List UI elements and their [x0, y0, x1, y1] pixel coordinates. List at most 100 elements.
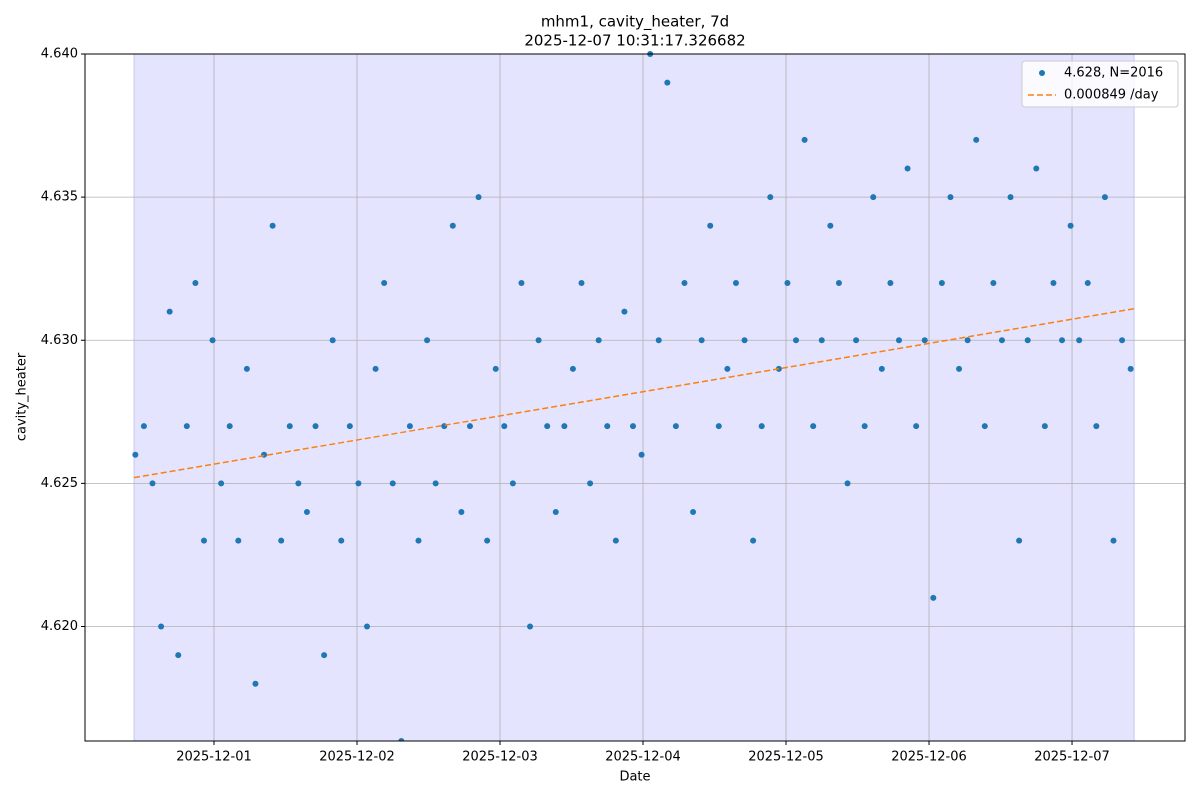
plot-area [132, 51, 1135, 741]
data-point [672, 423, 679, 430]
x-tick-label: 2025-12-04 [605, 750, 681, 765]
legend-label: 0.000849 /day [1064, 88, 1159, 103]
data-point [587, 480, 594, 487]
data-point [835, 280, 842, 286]
data-point [364, 623, 371, 630]
data-point [784, 280, 791, 286]
data-point [346, 423, 353, 430]
data-point [509, 480, 516, 487]
data-point [664, 79, 671, 86]
data-point [389, 480, 396, 487]
data-point [475, 194, 482, 201]
data-point [518, 280, 525, 286]
data-point [286, 423, 293, 430]
x-tick-label: 2025-12-01 [176, 750, 252, 765]
data-point [741, 337, 748, 344]
highlight-span [133, 53, 1135, 742]
x-tick-label: 2025-12-07 [1034, 750, 1110, 765]
data-point [175, 652, 182, 659]
data-point [724, 365, 731, 372]
data-point [415, 537, 422, 544]
data-point [818, 337, 825, 344]
data-point [441, 423, 448, 430]
data-point [381, 280, 388, 286]
data-point [535, 337, 542, 344]
data-point [947, 194, 954, 201]
data-point [1110, 537, 1117, 544]
data-point [544, 423, 551, 430]
data-point [578, 280, 585, 286]
data-point [655, 337, 662, 344]
data-point [998, 337, 1005, 344]
data-point [329, 337, 336, 344]
data-point [1093, 423, 1100, 430]
legend-label: 4.628, N=2016 [1064, 66, 1163, 81]
legend-box [1021, 60, 1179, 108]
data-point [132, 451, 139, 458]
data-point [698, 337, 705, 344]
data-point [1041, 423, 1048, 430]
data-point [921, 337, 928, 344]
data-point [140, 423, 147, 430]
data-point [218, 480, 225, 487]
data-point [981, 423, 988, 430]
x-tick-label: 2025-12-05 [748, 750, 824, 765]
data-point [158, 623, 165, 630]
axes-frame [84, 53, 1186, 742]
y-axis-label: cavity_heater [15, 352, 30, 441]
data-point [200, 537, 207, 544]
data-point [484, 537, 491, 544]
data-point [1033, 165, 1040, 172]
data-point [732, 280, 739, 286]
data-point [629, 423, 636, 430]
data-point [243, 365, 250, 372]
y-tick-label: 4.620 [41, 619, 78, 634]
data-point [750, 537, 757, 544]
data-point [1127, 365, 1134, 372]
data-point [424, 337, 431, 344]
data-point [338, 537, 345, 544]
data-point [1024, 337, 1031, 344]
data-point [432, 480, 439, 487]
data-point [561, 423, 568, 430]
data-point [192, 280, 199, 286]
data-point [827, 222, 834, 229]
data-point [1101, 194, 1108, 201]
data-point [527, 623, 534, 630]
data-point [166, 308, 173, 315]
data-point [209, 337, 216, 344]
data-point [458, 509, 465, 515]
data-point [801, 136, 808, 143]
data-point [1119, 337, 1126, 344]
data-point [235, 537, 242, 544]
chart-title: mhm1, cavity_heater, 7d [541, 13, 729, 32]
legend-swatch [1039, 70, 1045, 76]
data-point [758, 423, 765, 430]
data-point [183, 423, 190, 430]
data-point [810, 423, 817, 430]
data-point [681, 280, 688, 286]
data-point [793, 337, 800, 344]
data-point [492, 365, 499, 372]
data-point [861, 423, 868, 430]
data-point [878, 365, 885, 372]
data-point [569, 365, 576, 372]
data-point [355, 480, 362, 487]
data-point [604, 423, 611, 430]
data-point [226, 423, 233, 430]
data-point [930, 594, 937, 601]
data-point [973, 136, 980, 143]
data-point [887, 280, 894, 286]
data-point [372, 365, 379, 372]
data-point [449, 222, 456, 229]
data-point [278, 537, 285, 544]
data-point [269, 222, 276, 229]
data-point [552, 509, 559, 515]
data-point [398, 738, 405, 741]
x-tick-label: 2025-12-03 [462, 750, 538, 765]
data-point [595, 337, 602, 344]
data-point [895, 337, 902, 344]
y-tick-label: 4.640 [41, 47, 78, 62]
data-point [690, 509, 697, 515]
